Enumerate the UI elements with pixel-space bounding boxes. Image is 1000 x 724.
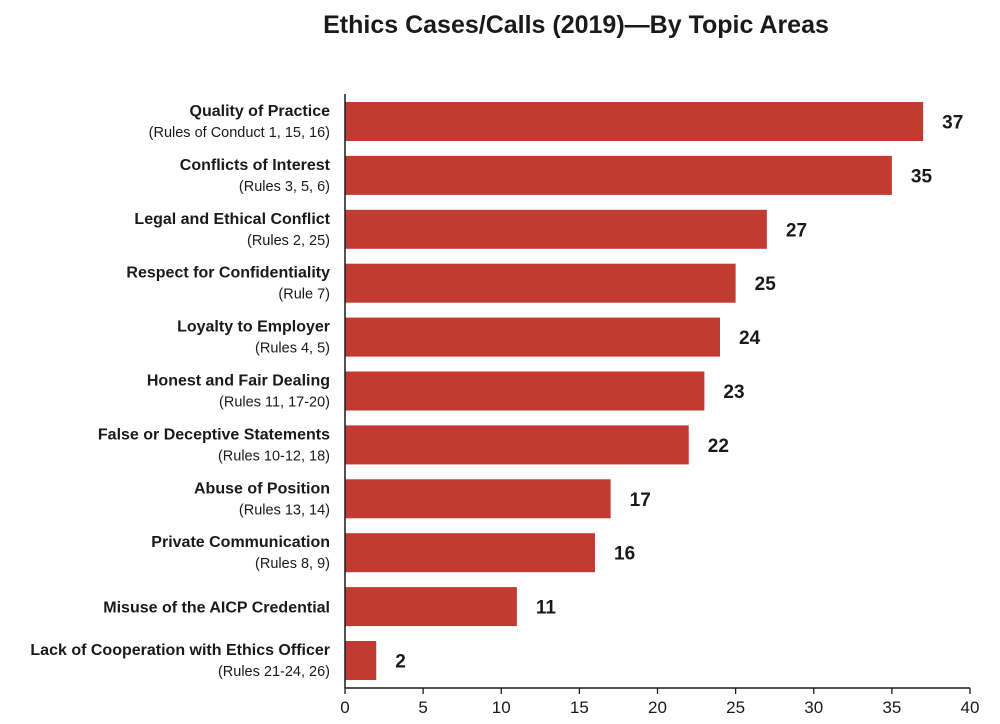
bar (345, 317, 720, 357)
bar (345, 641, 377, 680)
chart-title: Ethics Cases/Calls (2019)—By Topic Areas (323, 11, 829, 39)
bar (345, 102, 924, 141)
category-labels: Quality of Practice (Rules of Conduct 1, … (30, 103, 330, 680)
data-label: 27 (786, 220, 807, 241)
bars-layer (345, 102, 924, 680)
category-sublabel: (Rules 8, 9) (255, 556, 330, 572)
category-label: Honest and Fair Dealing (147, 373, 330, 390)
category-label: Abuse of Position (194, 480, 330, 497)
x-tick-label: 10 (492, 698, 511, 717)
data-label: 11 (536, 598, 557, 619)
bar (345, 209, 767, 249)
category-label: Loyalty to Employer (177, 319, 330, 336)
x-tick-label: 5 (418, 698, 427, 717)
category-label: Legal and Ethical Conflict (134, 211, 330, 228)
category-label: Private Communication (151, 534, 330, 551)
category-sublabel: (Rules 3, 5, 6) (239, 179, 330, 195)
category-label: Conflicts of Interest (180, 157, 331, 174)
data-label: 35 (911, 166, 933, 187)
bar (345, 371, 705, 411)
bar (345, 425, 689, 465)
data-label: 23 (723, 382, 744, 403)
bar (345, 263, 736, 303)
bar (345, 479, 611, 519)
bar (345, 587, 517, 627)
x-tick-label: 30 (804, 698, 823, 717)
value-labels: 37 35 27 25 24 23 22 17 16 11 2 (395, 113, 963, 673)
category-sublabel: (Rules 21-24, 26) (218, 664, 330, 680)
category-sublabel: (Rules 4, 5) (255, 341, 330, 357)
data-label: 2 (395, 652, 406, 673)
data-label: 24 (739, 328, 761, 349)
category-sublabel: (Rules 11, 17-20) (219, 395, 330, 411)
category-sublabel: (Rules 13, 14) (239, 502, 330, 518)
category-label: False or Deceptive Statements (98, 426, 330, 443)
x-tick-label: 35 (882, 698, 901, 717)
category-sublabel: (Rule 7) (278, 287, 330, 303)
bar (345, 155, 892, 195)
category-sublabel: (Rules 2, 25) (247, 233, 330, 249)
bar (345, 533, 595, 573)
data-label: 22 (708, 436, 729, 457)
category-label: Quality of Practice (190, 103, 331, 120)
data-label: 17 (630, 490, 651, 511)
category-sublabel: (Rules 10-12, 18) (218, 448, 330, 464)
category-sublabel: (Rules of Conduct 1, 15, 16) (149, 125, 330, 141)
data-label: 37 (942, 113, 963, 134)
category-label: Misuse of the AICP Credential (103, 600, 330, 617)
x-axis: 0 5 10 15 20 25 30 35 40 (340, 94, 979, 717)
category-label: Lack of Cooperation with Ethics Officer (30, 642, 330, 659)
x-tick-label: 25 (726, 698, 745, 717)
x-tick-label: 0 (340, 698, 349, 717)
data-label: 25 (755, 274, 777, 295)
x-tick-label: 15 (570, 698, 589, 717)
x-tick-label: 20 (648, 698, 667, 717)
category-label: Respect for Confidentiality (126, 265, 330, 282)
data-label: 16 (614, 544, 635, 565)
x-tick-label: 40 (961, 698, 980, 717)
